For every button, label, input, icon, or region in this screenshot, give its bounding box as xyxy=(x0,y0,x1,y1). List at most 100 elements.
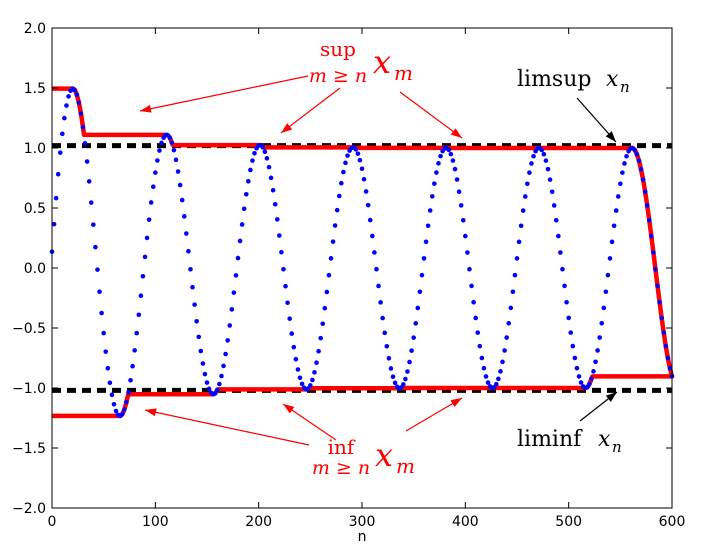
y-tick-label: −1.0 xyxy=(12,381,46,397)
sequence-point xyxy=(241,206,247,212)
x-axis-title: n xyxy=(358,529,367,545)
sequence-point xyxy=(93,244,98,250)
sequence-point xyxy=(603,289,609,295)
limsup-annotation: limsup x n xyxy=(517,67,630,96)
sequence-point xyxy=(566,315,571,321)
sequence-point xyxy=(343,160,348,166)
x-tick-label: 200 xyxy=(245,514,272,530)
sequence-point xyxy=(126,390,131,395)
sequence-point xyxy=(589,376,594,382)
sequence-point xyxy=(477,343,483,349)
sequence-point xyxy=(479,355,485,361)
inf-operator: inf xyxy=(328,435,356,459)
sequence-point xyxy=(636,158,642,163)
sequence-point xyxy=(293,356,299,362)
inf-subscript: m ≥ n xyxy=(312,457,370,479)
sequence-point xyxy=(204,380,210,385)
sequence-point xyxy=(310,377,315,383)
sequence-point xyxy=(543,158,549,163)
sequence-point xyxy=(308,383,313,388)
sequence-point xyxy=(609,239,615,245)
sequence-point xyxy=(541,151,547,157)
sequence-point xyxy=(140,274,146,279)
sequence-point xyxy=(618,181,623,187)
sequence-point xyxy=(527,170,532,175)
sequence-point xyxy=(574,365,580,371)
sequence-point xyxy=(545,166,551,172)
sequence-point xyxy=(469,283,474,289)
x-tick-label: 400 xyxy=(452,514,479,530)
sequence-point xyxy=(181,214,187,219)
sequence-point xyxy=(153,170,158,175)
sequence-point xyxy=(514,256,520,261)
sequence-point xyxy=(423,239,429,245)
sequence-point xyxy=(591,369,596,374)
sequence-point xyxy=(239,222,245,227)
sequence-point xyxy=(262,149,268,154)
sequence-point xyxy=(357,157,363,163)
sequence-point xyxy=(450,158,456,163)
y-tick-label: 2.0 xyxy=(24,21,46,37)
sequence-point xyxy=(171,147,177,153)
sequence-point xyxy=(498,369,503,374)
sequence-point xyxy=(409,348,414,353)
sequence-point xyxy=(593,359,598,365)
sup-arrow-head xyxy=(450,128,462,138)
sequence-point xyxy=(332,223,338,228)
sequence-point xyxy=(66,94,71,99)
sequence-point xyxy=(407,359,412,365)
sequence-point xyxy=(124,399,129,405)
sequence-point xyxy=(632,147,638,153)
sequence-point xyxy=(314,360,319,366)
sequence-point xyxy=(531,153,536,159)
sequence-point xyxy=(661,330,667,335)
sequence-point xyxy=(229,307,235,312)
sequence-point xyxy=(318,335,323,341)
sequence-point xyxy=(252,151,257,156)
sequence-point xyxy=(512,272,518,278)
sequence-point xyxy=(665,355,671,361)
sequence-point xyxy=(188,267,193,272)
sequence-point xyxy=(506,320,512,326)
sequence-point xyxy=(483,374,489,379)
sequence-point xyxy=(289,331,295,336)
sequence-point xyxy=(312,370,317,375)
sequence-point xyxy=(62,115,67,121)
sequence-point xyxy=(105,365,111,371)
sequence-point xyxy=(219,373,224,379)
sequence-point xyxy=(248,167,253,173)
sequence-point xyxy=(516,239,522,245)
sequence-point xyxy=(233,273,239,278)
sequence-point xyxy=(510,289,516,295)
sequence-point xyxy=(192,302,197,307)
sequence-point xyxy=(173,157,179,163)
sequence-point xyxy=(179,197,185,203)
sequence-point xyxy=(328,256,334,261)
y-tick-label: −1.5 xyxy=(12,441,46,457)
sequence-point xyxy=(539,147,545,153)
sequence-point xyxy=(353,147,359,152)
sequence-point xyxy=(446,147,452,153)
sequence-point xyxy=(613,208,619,213)
sequence-point xyxy=(97,289,102,295)
sequence-point xyxy=(82,141,88,146)
sequence-point xyxy=(274,217,280,222)
sequence-point xyxy=(568,330,574,335)
inf-annotation: inf m ≥ n x m xyxy=(312,435,415,479)
sequence-point xyxy=(421,256,427,261)
sequence-point xyxy=(471,299,476,305)
sequence-point xyxy=(277,233,282,238)
sequence-point xyxy=(553,218,559,223)
sequence-point xyxy=(217,381,222,387)
sequence-point xyxy=(560,266,565,272)
sequence-point xyxy=(74,92,80,97)
sequence-point xyxy=(465,250,470,255)
sequence-point xyxy=(388,366,394,371)
sequence-point xyxy=(99,310,104,316)
sequence-point xyxy=(502,348,507,353)
sequence-point xyxy=(456,189,462,195)
sequence-point xyxy=(520,208,526,213)
sequence-point xyxy=(522,194,528,199)
sequence-point xyxy=(556,233,561,239)
sequence-point xyxy=(663,343,669,349)
